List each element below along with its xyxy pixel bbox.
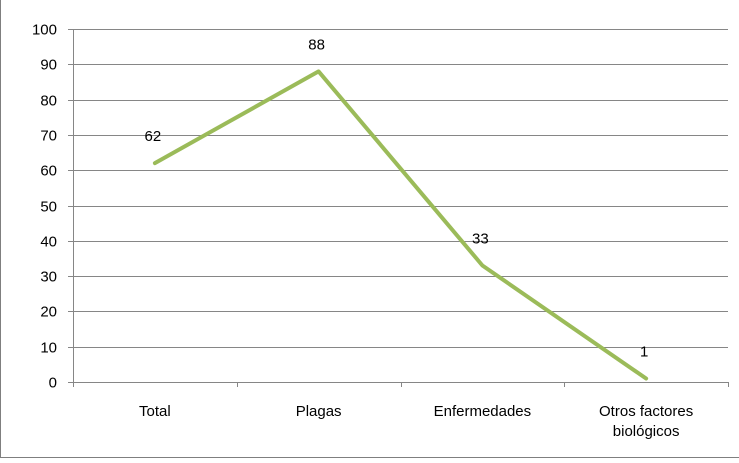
data-label: 62 bbox=[145, 128, 162, 145]
y-tick-label: 30 bbox=[40, 269, 57, 286]
x-tick-label: Plagas bbox=[296, 403, 342, 420]
x-tick-label: Enfermedades bbox=[434, 403, 532, 420]
series-line bbox=[152, 69, 649, 381]
y-axis-tick-labels: 0 10 20 30 40 50 60 70 80 90 100 bbox=[32, 22, 57, 392]
y-tick-label: 60 bbox=[40, 163, 57, 180]
y-tick-label: 10 bbox=[40, 340, 57, 357]
data-labels: 62 88 33 1 bbox=[145, 36, 649, 360]
data-label: 33 bbox=[472, 231, 489, 248]
gridlines bbox=[68, 29, 729, 387]
y-tick-label: 100 bbox=[32, 22, 57, 39]
y-tick-label: 50 bbox=[40, 199, 57, 216]
x-axis-tick-labels: Total Plagas Enfermedades Otros factores bio… bbox=[139, 403, 693, 440]
data-label: 88 bbox=[308, 36, 325, 53]
y-tick-label: 80 bbox=[40, 93, 57, 110]
y-tick-label: 0 bbox=[49, 375, 57, 392]
x-tick-label: Otros factores biológicos bbox=[599, 403, 693, 440]
data-label: 1 bbox=[640, 343, 648, 360]
y-tick-label: 90 bbox=[40, 57, 57, 74]
series-lines bbox=[152, 69, 649, 381]
x-tick-label: Total bbox=[139, 403, 171, 420]
y-tick-label: 20 bbox=[40, 304, 57, 321]
y-tick-label: 40 bbox=[40, 234, 57, 251]
y-tick-label: 70 bbox=[40, 128, 57, 145]
